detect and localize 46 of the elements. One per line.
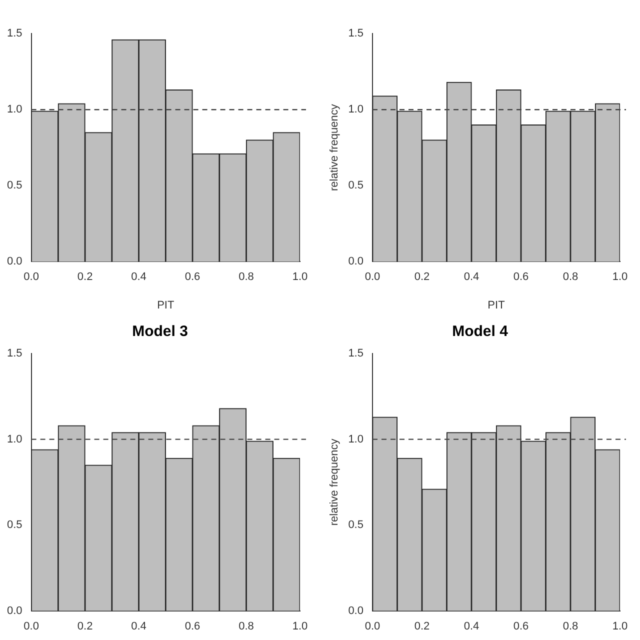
x-tick-label: 0.8	[238, 271, 254, 284]
x-tick-label: 0.6	[513, 620, 529, 632]
y-tick-label: 1.5	[348, 28, 364, 40]
x-tick-label: 0.2	[77, 271, 93, 284]
y-tick-label: 0.5	[6, 180, 22, 192]
y-tick-label: 0.0	[6, 256, 22, 268]
x-tick-label: 1.0	[292, 620, 308, 632]
x-tick-label: 0.4	[131, 620, 146, 632]
x-tick-label: 1.0	[292, 271, 308, 284]
chart-title: Model 4	[451, 322, 509, 342]
x-tick-label: 0.0	[364, 271, 380, 284]
y-axis-title: relative frequency	[328, 438, 341, 526]
y-tick-label: 0.0	[348, 256, 364, 268]
x-tick-label: 0.4	[464, 271, 480, 284]
x-tick-label: 1.0	[612, 271, 628, 284]
y-tick-label: 0.5	[348, 180, 364, 192]
x-tick-label: 0.0	[24, 620, 39, 632]
y-tick-label: 0.5	[348, 519, 364, 532]
x-tick-label: 0.6	[513, 271, 529, 284]
y-tick-label: 0.5	[6, 519, 22, 532]
y-tick-label: 0.0	[348, 604, 364, 617]
y-tick-label: 1.0	[6, 104, 22, 116]
x-tick-label: 0.2	[77, 620, 93, 632]
y-tick-label: 1.5	[6, 348, 22, 360]
x-tick-label: 0.0	[24, 271, 39, 284]
x-tick-label: 0.6	[184, 271, 200, 284]
x-tick-label: 0.4	[131, 271, 146, 284]
x-tick-label: 0.4	[464, 620, 480, 632]
x-axis-title: PIT	[157, 299, 174, 312]
x-tick-label: 0.0	[364, 620, 380, 632]
x-tick-label: 0.8	[562, 271, 578, 284]
y-tick-label: 1.0	[6, 433, 22, 446]
x-axis-title: PIT	[488, 299, 506, 312]
x-tick-label: 0.8	[238, 620, 254, 632]
y-tick-label: 1.5	[6, 28, 22, 40]
y-axis-title: relative frequency	[328, 104, 341, 192]
x-tick-label: 0.2	[414, 271, 430, 284]
x-tick-label: 1.0	[612, 620, 628, 632]
x-tick-label: 0.6	[184, 620, 200, 632]
y-tick-label: 0.0	[6, 604, 22, 617]
y-tick-label: 1.5	[348, 348, 364, 360]
y-tick-label: 1.0	[348, 433, 364, 446]
chart-title: Model 3	[131, 322, 189, 342]
x-tick-label: 0.2	[414, 620, 430, 632]
y-tick-label: 1.0	[348, 104, 364, 116]
x-tick-label: 0.8	[562, 620, 578, 632]
